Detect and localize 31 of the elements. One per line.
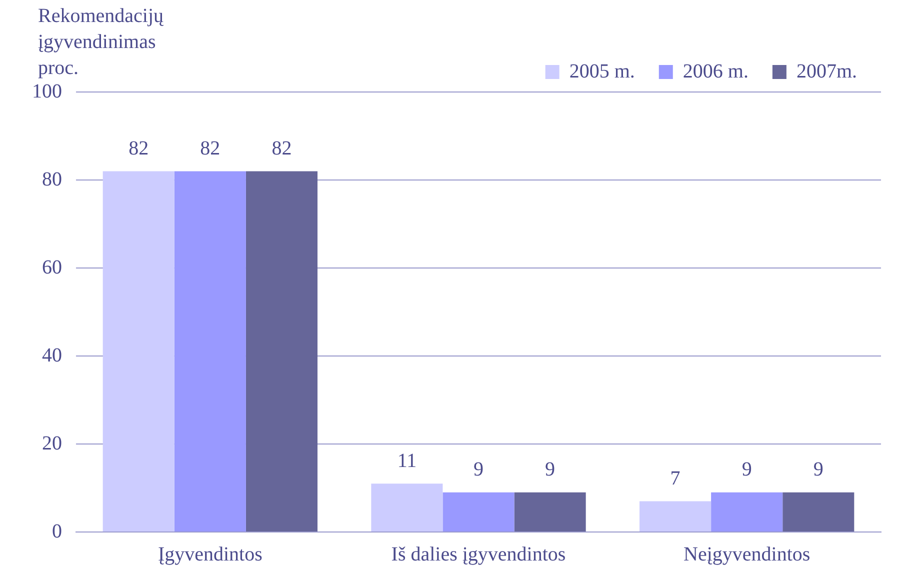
y-tick-label: 80	[42, 168, 62, 190]
y-tick-label: 100	[32, 80, 62, 102]
bar	[711, 492, 783, 532]
data-label: 7	[670, 467, 680, 490]
data-label: 9	[742, 458, 752, 481]
legend-label: 2007m.	[796, 60, 858, 82]
bar	[246, 171, 318, 532]
legend-label: 2006 m.	[682, 60, 748, 82]
y-axis-title: Rekomendacijų įgyvendinimas proc.	[38, 5, 165, 79]
bar	[174, 171, 246, 532]
bar	[102, 171, 174, 532]
y-tick-label: 0	[52, 520, 62, 542]
bar	[640, 501, 712, 532]
x-tick-label: Neįgyvendintos	[684, 543, 810, 566]
bar	[782, 492, 854, 532]
y-tick-label: 40	[42, 344, 62, 366]
data-label: 9	[545, 458, 556, 481]
x-tick-label: Iš dalies įgyvendintos	[391, 543, 566, 566]
data-label: 11	[397, 450, 417, 472]
bar	[442, 492, 514, 532]
x-tick-label: Įgyvendintos	[158, 543, 263, 566]
data-label: 9	[813, 458, 824, 481]
bar	[514, 492, 586, 532]
bar	[371, 484, 443, 532]
data-label: 9	[474, 458, 484, 481]
data-label: 82	[200, 137, 220, 160]
data-label: 82	[128, 137, 149, 160]
y-tick-label: 60	[42, 256, 62, 278]
data-label: 82	[272, 137, 292, 160]
legend-label: 2005 m.	[569, 60, 635, 82]
y-tick-label: 20	[42, 432, 62, 454]
